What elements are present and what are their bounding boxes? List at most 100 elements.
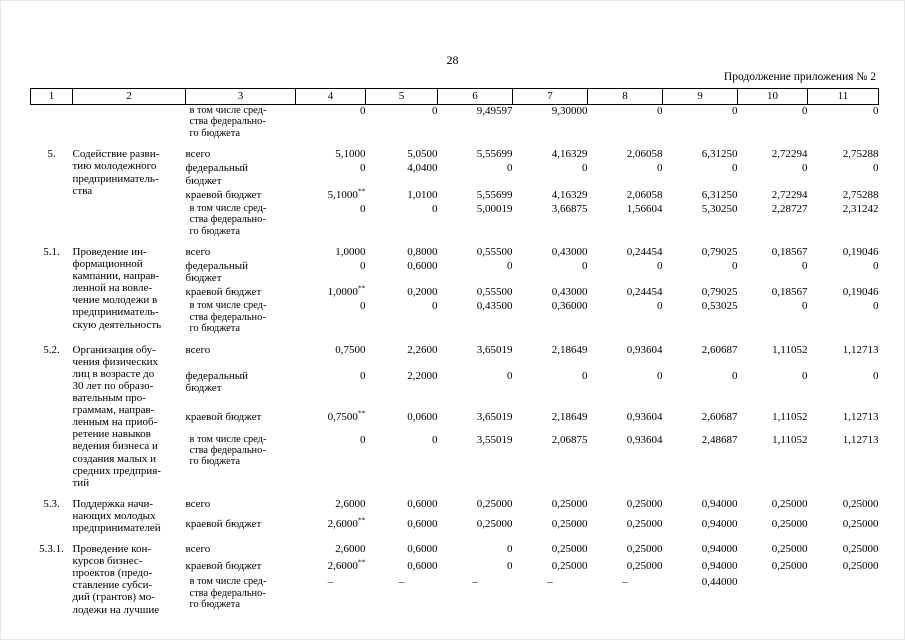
value-cell: 2,6000** bbox=[327, 557, 366, 573]
value-cell: 0,25000 bbox=[626, 560, 663, 573]
value-cell: 2,72294 bbox=[771, 148, 808, 161]
value-cell: 0,25000 bbox=[842, 497, 879, 510]
value-cell: 0,25000 bbox=[771, 517, 808, 530]
item-number: 5. bbox=[47, 148, 56, 161]
value-cell: – bbox=[622, 576, 628, 589]
value-cell bbox=[738, 576, 808, 617]
value-cell: 0,19046 bbox=[842, 286, 879, 299]
value-cell: 0,36000 bbox=[551, 300, 588, 313]
value-cell: 1,12713 bbox=[842, 411, 879, 424]
value-cell: 0,6000 bbox=[407, 260, 438, 273]
value-cell: 3,65019 bbox=[476, 411, 513, 424]
value-cell: – bbox=[327, 576, 334, 589]
column-number-header: 3 bbox=[185, 88, 296, 105]
value-cell: 5,55699 bbox=[476, 148, 513, 161]
value-cell: 0 bbox=[360, 433, 366, 446]
value-cell: 2,72294 bbox=[771, 188, 808, 201]
value-cell: 0 bbox=[802, 300, 808, 313]
value-cell: 0 bbox=[507, 162, 513, 175]
value-cell: – bbox=[472, 576, 478, 589]
footnote-marker: ** bbox=[357, 557, 366, 567]
item-number: 5.1. bbox=[43, 246, 60, 258]
appendix-continuation-note: Продолжение приложения № 2 bbox=[723, 71, 876, 83]
value-cell: 2,60687 bbox=[701, 411, 738, 424]
budget-source: федеральный бюджет bbox=[185, 162, 249, 187]
value-cell: 0 bbox=[873, 162, 879, 175]
value-cell: 0,94000 bbox=[701, 497, 738, 510]
footnote-marker: ** bbox=[357, 185, 366, 195]
value-cell: 5,00019 bbox=[476, 202, 513, 215]
budget-source: краевой бюджет bbox=[185, 517, 262, 530]
value-cell: 0 bbox=[432, 105, 438, 117]
value-cell: 2,31242 bbox=[842, 202, 879, 215]
item-number: 5.2. bbox=[43, 343, 60, 356]
table-row: в том числе сред- ства федерально- го бю… bbox=[31, 203, 879, 239]
value-cell: 0 bbox=[582, 369, 588, 382]
table-row: 5.3. Поддержка начи- нающих молодых предп… bbox=[31, 491, 879, 534]
value-cell: 0,18567 bbox=[771, 286, 808, 299]
value-cell: 6,31250 bbox=[701, 188, 738, 201]
value-cell: 0,25000 bbox=[842, 543, 879, 556]
item-title: Проведение ин- формационной кампании, на… bbox=[72, 246, 162, 331]
column-number-header: 5 bbox=[365, 88, 438, 105]
value-cell: 0 bbox=[507, 543, 513, 556]
table-row: краевой бюджет 2,6000** 0,6000 0,25000 0,250… bbox=[31, 515, 879, 536]
table-row: 5. Содействие разви- тию молодежного пред… bbox=[31, 141, 878, 196]
value-cell: 1,12713 bbox=[842, 343, 879, 356]
value-cell: 0,25000 bbox=[626, 543, 663, 556]
table-row: в том числе сред- ства федерально- го бю… bbox=[31, 300, 879, 336]
value-cell: 0 bbox=[360, 105, 366, 117]
budget-source: федеральный бюджет bbox=[185, 369, 249, 395]
budget-source: в том числе сред- ства федерально- го бю… bbox=[189, 105, 267, 139]
item-title bbox=[73, 105, 186, 142]
table-row: краевой бюджет 2,6000** 0,6000 0 0,25000 0,25… bbox=[31, 557, 879, 576]
value-cell: 0,0600 bbox=[407, 411, 438, 424]
column-number-header: 11 bbox=[807, 88, 879, 105]
value-cell: 0,24454 bbox=[626, 286, 663, 299]
value-cell: 0,94000 bbox=[701, 543, 738, 556]
value-cell: 2,6000** bbox=[327, 515, 366, 530]
value-cell: 3,66875 bbox=[551, 202, 588, 215]
value-cell: 5,1000 bbox=[335, 148, 366, 161]
budget-source: краевой бюджет bbox=[185, 411, 262, 424]
value-cell: 0 bbox=[507, 260, 513, 273]
table-row: краевой бюджет 0,7500** 0,0600 3,65019 2,186… bbox=[31, 408, 879, 433]
value-cell: 0,6000 bbox=[407, 497, 438, 510]
value-cell: 1,56604 bbox=[626, 202, 663, 215]
budget-table: 1 2 3 4 5 6 7 8 9 10 11 в том числе сред- ства фед… bbox=[30, 88, 879, 618]
footnote-marker: ** bbox=[357, 408, 366, 418]
value-cell: 1,0000 bbox=[335, 246, 366, 258]
value-cell: 0 bbox=[432, 202, 438, 215]
value-cell: 0,25000 bbox=[771, 560, 808, 573]
item-number bbox=[31, 105, 73, 142]
value-cell: 0 bbox=[657, 162, 663, 175]
item-title: Поддержка начи- нающих молодых предприни… bbox=[72, 497, 161, 534]
value-cell: 2,18649 bbox=[551, 411, 588, 424]
item-title: Проведение кон- курсов бизнес- проектов … bbox=[72, 543, 160, 616]
value-cell: 0 bbox=[732, 369, 738, 382]
value-cell bbox=[808, 576, 879, 617]
value-cell: 2,06058 bbox=[626, 188, 663, 201]
value-cell: 0 bbox=[360, 162, 366, 175]
table-row: 5.1. Проведение ин- формационной кампании… bbox=[31, 239, 878, 331]
value-cell: 0,94000 bbox=[701, 560, 738, 573]
value-cell: 0,55500 bbox=[476, 246, 513, 258]
value-cell: 6,31250 bbox=[701, 148, 738, 161]
value-cell: 4,16329 bbox=[551, 188, 588, 201]
value-cell: 0,25000 bbox=[842, 560, 879, 573]
value-cell: 0 bbox=[802, 260, 808, 273]
value-cell: 0 bbox=[657, 105, 663, 117]
value-cell: 0,25000 bbox=[476, 497, 513, 510]
table-row: федеральный бюджет 0 2,2000 0 0 0 0 0 0 bbox=[31, 370, 879, 411]
budget-source: всего bbox=[185, 343, 211, 356]
footnote-marker: ** bbox=[357, 515, 366, 525]
value-cell: 0 bbox=[657, 260, 663, 273]
column-numbers-row: 1 2 3 4 5 6 7 8 9 10 11 bbox=[30, 88, 879, 105]
value-cell: 0,25000 bbox=[476, 517, 513, 530]
value-cell: 1,11052 bbox=[772, 433, 808, 446]
value-cell: 1,12713 bbox=[842, 433, 879, 446]
value-cell: 0 bbox=[360, 202, 366, 215]
value-cell: 9,49597 bbox=[476, 105, 513, 117]
value-cell: 4,0400 bbox=[407, 162, 438, 175]
